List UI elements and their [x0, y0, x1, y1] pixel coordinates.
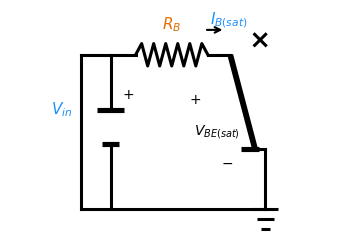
Text: $V_{in}$: $V_{in}$	[51, 100, 72, 119]
Text: $R_B$: $R_B$	[162, 15, 181, 34]
Text: $I_{B(sat)}$: $I_{B(sat)}$	[210, 10, 248, 30]
Text: +: +	[190, 93, 201, 107]
Text: −: −	[222, 157, 234, 171]
Text: $V_{BE(sat)}$: $V_{BE(sat)}$	[194, 123, 239, 141]
Text: +: +	[122, 88, 134, 102]
